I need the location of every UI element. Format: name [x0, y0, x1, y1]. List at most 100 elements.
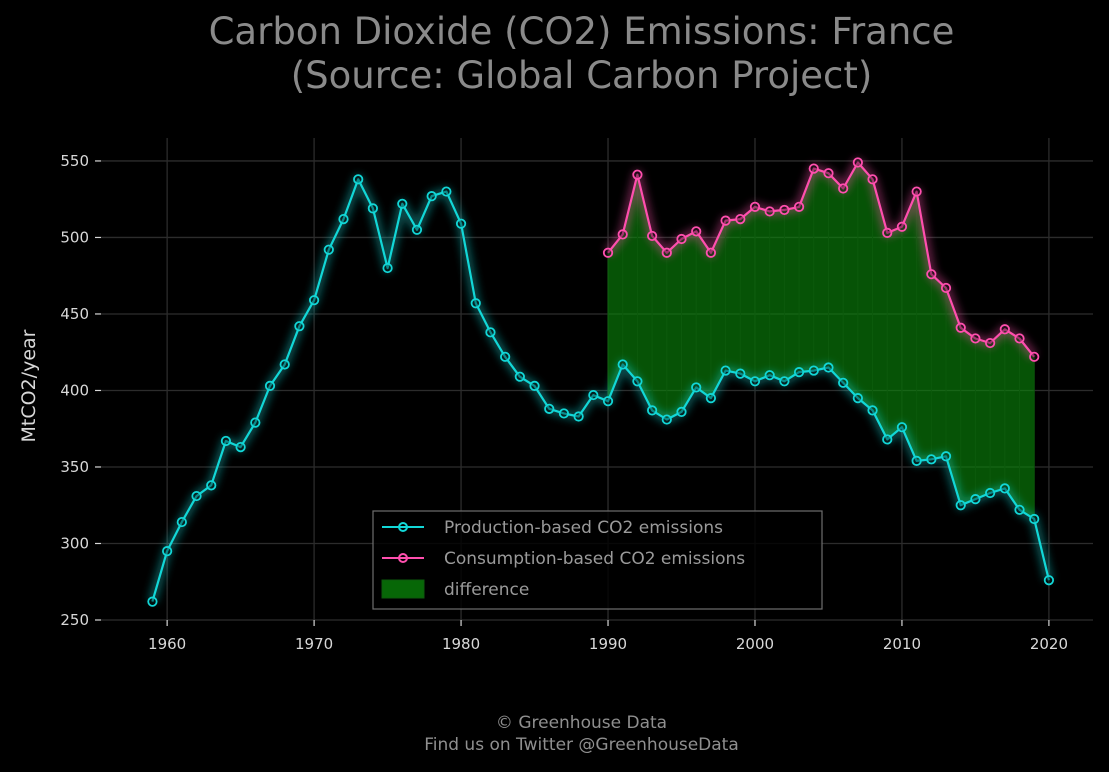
legend-frame — [372, 510, 823, 610]
consumption-data-point — [940, 282, 952, 294]
production-data-point — [705, 393, 716, 404]
consumption-data-point — [602, 247, 614, 258]
production-data-point — [661, 414, 672, 425]
x-tick-label: 2010 — [883, 635, 921, 653]
y-tick-label: 250 — [60, 611, 89, 629]
consumption-data-point — [749, 201, 761, 212]
production-data-point — [367, 203, 378, 214]
production-data-point — [426, 191, 437, 202]
consumption-data-point — [779, 204, 790, 216]
production-data-point — [250, 417, 261, 428]
legend: Production-based CO2 emissions Consumpti… — [372, 510, 823, 610]
legend-production-marker — [398, 522, 408, 532]
production-data-point — [500, 351, 511, 362]
y-tick-label: 400 — [60, 381, 89, 399]
consumption-data-point — [676, 233, 687, 245]
consumption-data-point — [823, 168, 834, 179]
production-data-point — [338, 213, 349, 225]
consumption-data-point — [1029, 351, 1040, 362]
production-data-point — [470, 298, 481, 309]
production-data-point — [308, 295, 320, 306]
production-data-point — [353, 174, 364, 185]
production-data-point — [852, 393, 863, 404]
consumption-data-point — [720, 215, 731, 226]
consumption-data-point — [617, 229, 628, 240]
production-data-point — [779, 376, 790, 387]
production-data-point — [602, 396, 614, 407]
production-data-point — [838, 377, 849, 388]
legend-production-label: Production-based CO2 emissions — [444, 518, 723, 538]
y-axis-label: MtCO2/year — [18, 329, 40, 442]
consumption-data-point — [882, 227, 893, 238]
footer-credit: © Greenhouse Data Find us on Twitter @Gr… — [0, 712, 1109, 756]
consumption-data-point — [793, 201, 805, 212]
production-data-point — [647, 405, 658, 416]
production-data-point — [911, 455, 922, 466]
production-data-point — [191, 490, 202, 502]
production-data-point — [544, 403, 555, 414]
production-data-point — [279, 359, 290, 370]
consumption-data-point — [735, 213, 746, 225]
production-data-point — [955, 500, 966, 511]
production-data-point — [162, 546, 173, 557]
footer-twitter: Find us on Twitter @GreenhouseData — [424, 735, 739, 755]
production-data-point — [808, 365, 819, 376]
chart-title-block: Carbon Dioxide (CO2) Emissions: France (… — [0, 10, 1109, 98]
consumption-series-line — [607, 161, 1036, 358]
production-data-point — [441, 186, 452, 197]
production-data-point — [529, 380, 540, 391]
production-data-point — [896, 422, 908, 433]
production-data-point — [617, 359, 628, 370]
production-data-point — [176, 516, 187, 528]
consumption-data-point — [926, 269, 937, 280]
production-data-point — [970, 494, 981, 505]
production-data-point — [147, 596, 158, 607]
consumption-data-point — [647, 230, 658, 242]
production-data-point — [514, 371, 525, 382]
consumption-data-point — [764, 206, 775, 217]
consumption-data-point — [985, 337, 996, 349]
production-data-point — [764, 370, 775, 381]
consumption-data-point — [1014, 333, 1025, 344]
x-tick-label: 1960 — [148, 635, 186, 653]
consumption-data-point — [955, 322, 966, 333]
production-data-point — [455, 218, 467, 229]
production-data-point — [220, 435, 232, 447]
production-data-point — [382, 262, 393, 274]
x-tick-label: 1970 — [295, 635, 333, 653]
y-tick-label: 350 — [60, 458, 89, 476]
consumption-data-point — [970, 333, 981, 344]
legend-consumption-label: Consumption-based CO2 emissions — [444, 549, 745, 569]
legend-consumption-marker — [398, 553, 408, 563]
y-tick-label: 550 — [60, 152, 89, 170]
production-data-point — [264, 380, 276, 391]
chart-subtitle: (Source: Global Carbon Project) — [290, 54, 873, 97]
production-data-point — [235, 441, 246, 453]
production-data-point — [940, 451, 952, 462]
consumption-data-point — [808, 163, 819, 174]
production-data-point — [1029, 513, 1040, 525]
production-data-point — [294, 321, 305, 332]
production-data-point — [485, 327, 496, 338]
production-data-point — [823, 362, 834, 373]
consumption-data-point — [838, 183, 849, 194]
legend-difference-swatch — [381, 579, 425, 599]
x-tick-label: 1980 — [442, 635, 480, 653]
production-data-point — [882, 434, 893, 445]
x-tick-label: 1990 — [589, 635, 627, 653]
consumption-data-point — [896, 221, 908, 232]
production-data-point — [691, 382, 702, 393]
chart-title: Carbon Dioxide (CO2) Emissions: France — [208, 10, 955, 53]
production-data-point — [999, 483, 1010, 494]
production-data-point — [573, 411, 584, 422]
legend-difference-label: difference — [444, 580, 529, 600]
production-data-point — [749, 376, 761, 387]
production-data-point — [926, 454, 937, 465]
y-tick-label: 450 — [60, 305, 89, 323]
production-data-point — [323, 244, 334, 255]
consumption-data-point — [867, 174, 878, 185]
production-data-point — [867, 405, 878, 416]
y-tick-label: 300 — [60, 534, 89, 552]
consumption-data-point — [632, 169, 643, 180]
